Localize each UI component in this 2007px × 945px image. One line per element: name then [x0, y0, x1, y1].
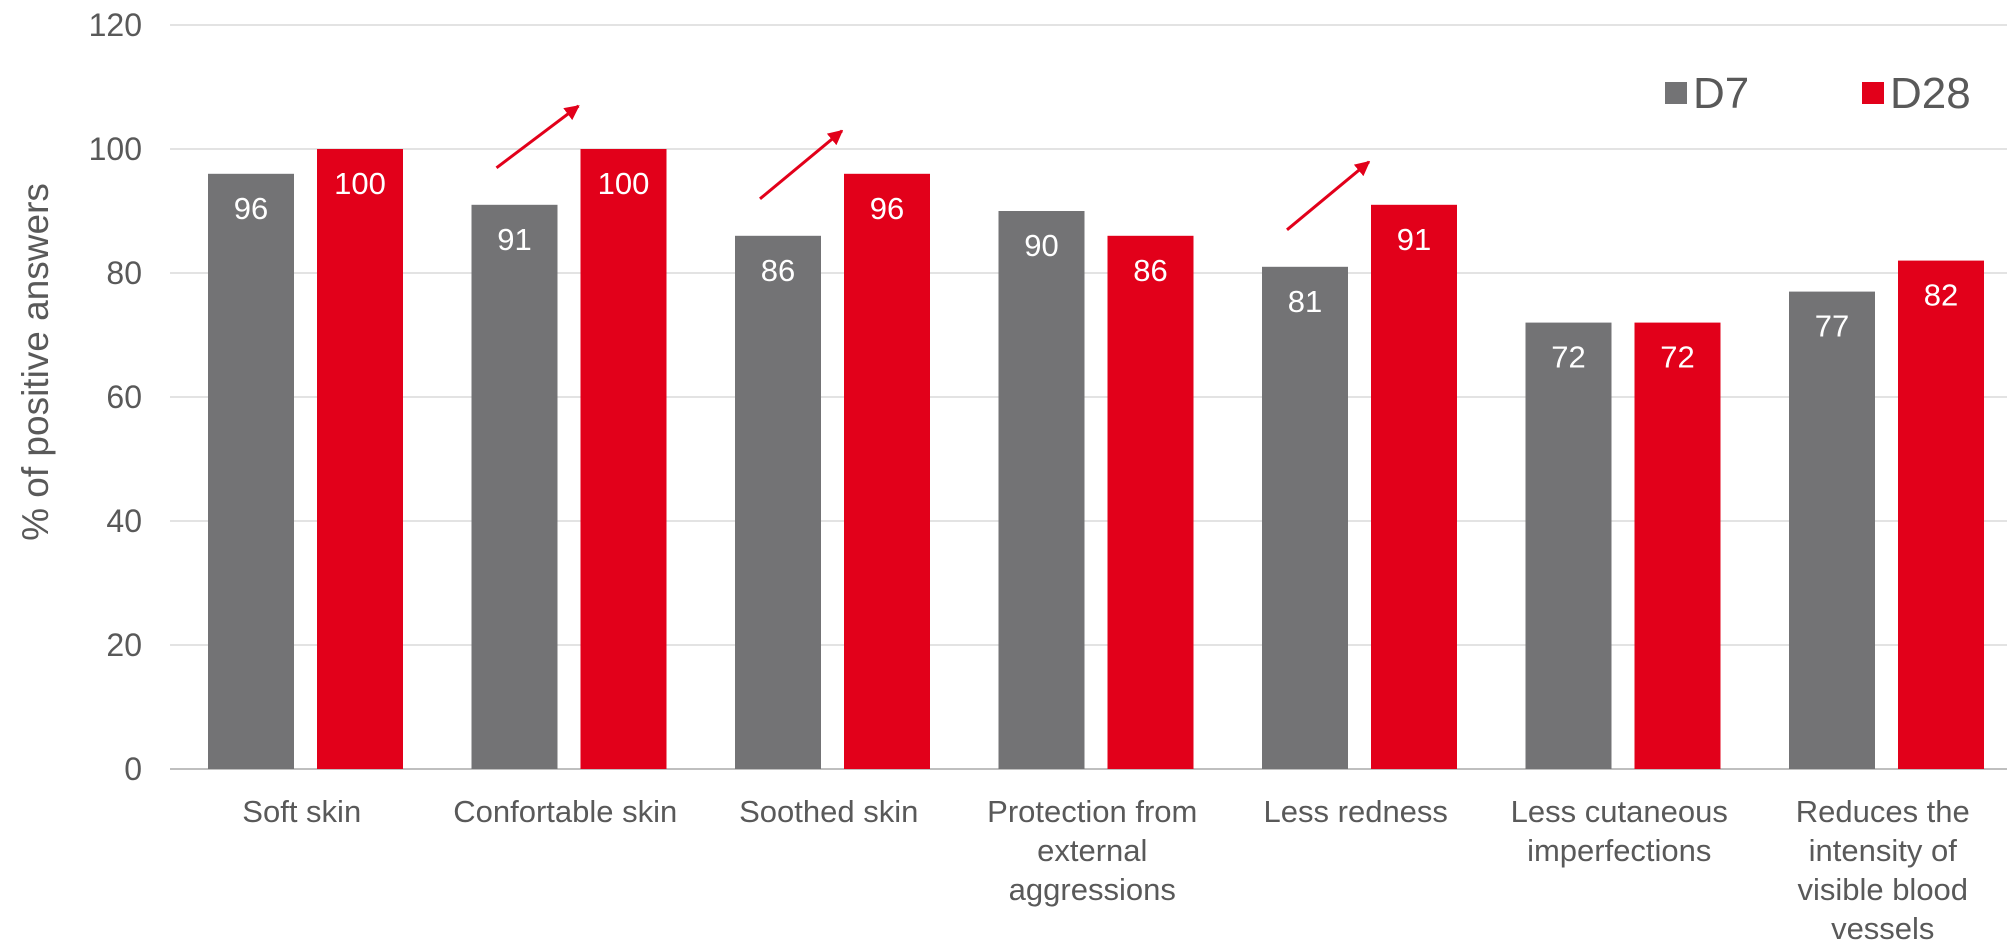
category-label: Less cutaneous imperfections	[1511, 794, 1728, 868]
category-label: Soft skin	[242, 794, 361, 829]
y-axis: 0 20 40 60 80 100 120	[89, 7, 142, 787]
bar-d28	[580, 149, 667, 769]
data-label: 90	[1024, 228, 1058, 263]
data-label: 100	[598, 166, 650, 201]
bar-d28	[844, 173, 930, 770]
data-label: 82	[1924, 278, 1958, 313]
bar-d7	[735, 235, 821, 770]
bar-d28	[1898, 260, 1984, 769]
bar-d28	[1371, 204, 1457, 770]
bar-d7	[1789, 291, 1875, 769]
data-label: 91	[1397, 222, 1431, 257]
bar-d7	[471, 204, 558, 770]
category-label: Reduces the intensity of visible blood vess…	[1796, 794, 1970, 945]
data-label: 86	[1133, 253, 1167, 288]
legend-label-d28: D28	[1890, 69, 1971, 118]
legend-swatch-d28	[1862, 82, 1884, 104]
category-label: Confortable skin	[453, 794, 677, 829]
trend-arrow	[1286, 160, 1371, 231]
bar-d28	[1634, 322, 1721, 769]
legend-label-d7: D7	[1693, 69, 1749, 118]
bar-d7	[208, 173, 294, 770]
bar-d28	[317, 149, 403, 769]
y-axis-label: % of positive answers	[15, 183, 56, 541]
data-label: 96	[870, 191, 904, 226]
data-label: 96	[234, 191, 268, 226]
y-tick-label: 120	[89, 7, 142, 43]
data-label: 100	[334, 166, 386, 201]
y-tick-label: 20	[106, 627, 142, 663]
y-tick-label: 0	[124, 751, 142, 787]
y-tick-label: 100	[89, 131, 142, 167]
y-tick-label: 80	[106, 255, 142, 291]
trend-arrow	[759, 129, 844, 200]
gridlines	[170, 24, 2007, 770]
data-label: 91	[497, 222, 531, 257]
x-axis: Soft skin Confortable skin Soothed skin Pro…	[242, 794, 1969, 945]
data-label: 81	[1288, 284, 1322, 319]
legend: D7 D28	[1665, 69, 1971, 118]
bar-d7	[1525, 322, 1612, 769]
bar-d7	[998, 211, 1085, 769]
data-label: 72	[1660, 340, 1694, 375]
trend-arrows	[495, 104, 1371, 231]
data-label: 86	[761, 253, 795, 288]
bar-d28	[1107, 235, 1194, 770]
category-label: Protection from external aggressions	[987, 794, 1197, 907]
trend-arrow	[495, 104, 580, 169]
legend-swatch-d7	[1665, 82, 1687, 104]
bars: 96 100 91 100 86 96 90 86 81 91 72 72 77 82	[208, 149, 1984, 770]
data-label: 72	[1551, 340, 1585, 375]
bar-d7	[1262, 266, 1348, 769]
category-label: Less redness	[1264, 794, 1448, 829]
y-tick-label: 60	[106, 379, 142, 415]
data-label: 77	[1815, 309, 1849, 344]
category-label: Soothed skin	[739, 794, 918, 829]
y-tick-label: 40	[106, 503, 142, 539]
